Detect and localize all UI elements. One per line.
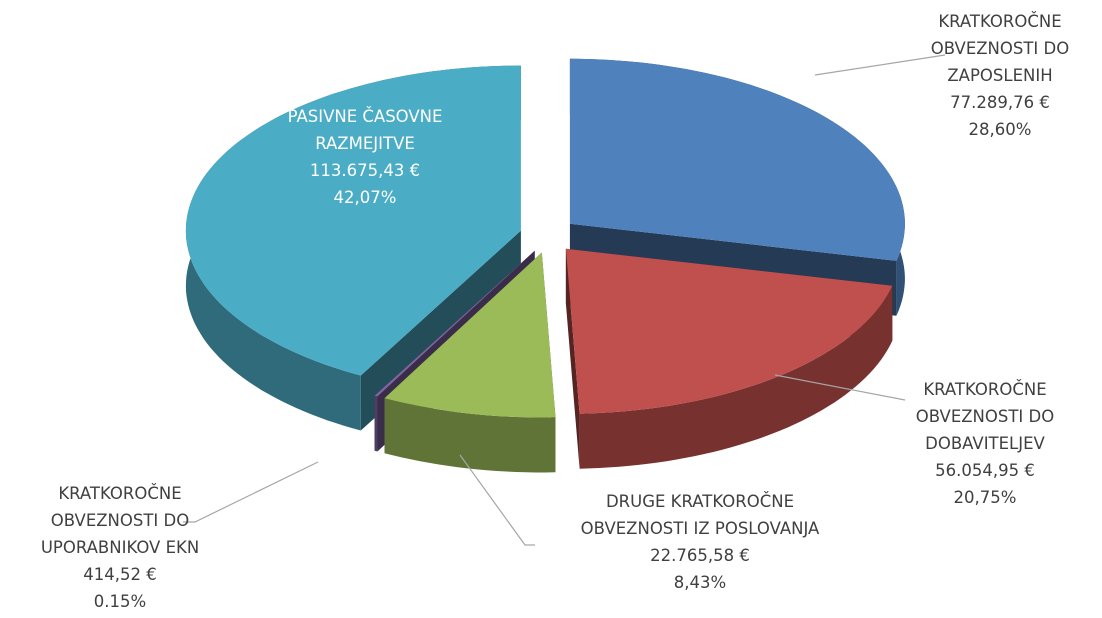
data-label: KRATKOROČNE OBVEZNOSTI DO DOBAVITELJEV 56…: [835, 376, 1102, 511]
slice: [569, 58, 905, 261]
label-line: 0.15%: [93, 592, 147, 611]
label-line: 77.289,76 €: [950, 93, 1050, 112]
label-line: 22.765,58 €: [650, 546, 750, 565]
label-line: KRATKOROČNE OBVEZNOSTI DO ZAPOSLENIH: [930, 12, 1070, 85]
slice: [565, 248, 893, 414]
data-label: DRUGE KRATKOROČNE OBVEZNOSTI IZ POSLOVAN…: [550, 488, 850, 596]
slice-rim: [374, 395, 378, 452]
leader-line: [774, 374, 906, 401]
slice-rim: [384, 398, 556, 473]
slice: [185, 65, 521, 376]
label-line: 414,52 €: [83, 565, 157, 584]
label-line: 20,75%: [953, 488, 1017, 507]
data-label: KRATKOROČNE OBVEZNOSTI DO UPORABNIKOV EK…: [0, 480, 270, 615]
leader-line: [814, 54, 946, 76]
label-line: 8,43%: [673, 573, 727, 592]
slice: [374, 250, 535, 397]
label-line: KRATKOROČNE OBVEZNOSTI DO UPORABNIKOV EK…: [40, 484, 200, 557]
label-line: KRATKOROČNE OBVEZNOSTI DO DOBAVITELJEV: [915, 380, 1055, 453]
slice: [384, 252, 556, 418]
data-label: KRATKOROČNE OBVEZNOSTI DO ZAPOSLENIH 77.2…: [850, 8, 1102, 143]
slice-rim: [579, 285, 893, 469]
slice-side: [565, 248, 580, 469]
label-line: 42,07%: [333, 188, 397, 207]
label-line: 56.054,95 €: [935, 461, 1035, 480]
label-line: DRUGE KRATKOROČNE OBVEZNOSTI IZ POSLOVAN…: [580, 492, 820, 538]
leader-line: [183, 461, 319, 523]
label-line: PASIVNE ČASOVNE RAZMEJITVE: [287, 107, 443, 153]
label-line: 113.675,43 €: [309, 161, 421, 180]
data-label: PASIVNE ČASOVNE RAZMEJITVE 113.675,43 € 42…: [215, 103, 515, 211]
leader-line: [459, 454, 535, 546]
label-line: 28,60%: [968, 120, 1032, 139]
